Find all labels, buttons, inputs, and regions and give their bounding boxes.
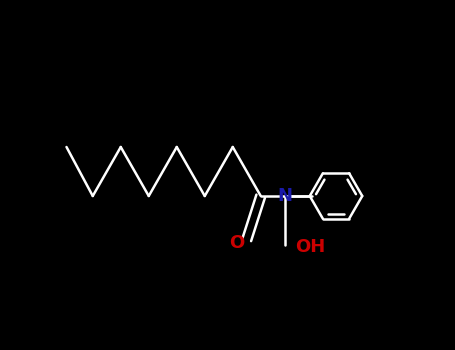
Text: N: N	[278, 187, 293, 205]
Text: OH: OH	[295, 238, 325, 256]
Text: O: O	[229, 234, 245, 252]
